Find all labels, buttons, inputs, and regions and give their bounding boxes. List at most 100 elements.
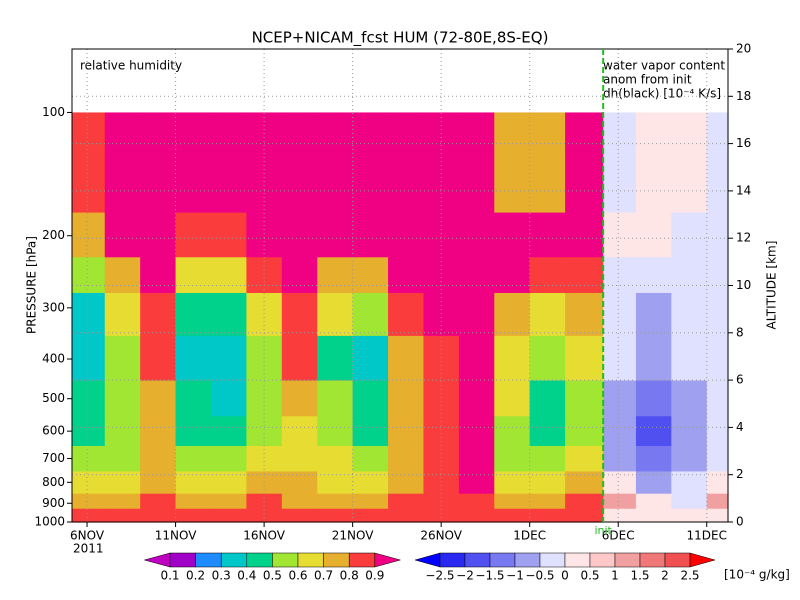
cell: [210, 292, 248, 336]
colorbar-unit: [10⁻⁴ g/kg]: [724, 568, 790, 582]
cell: [529, 508, 566, 523]
cell: [423, 256, 460, 293]
cell: [246, 508, 283, 523]
colorbar-arrow: [143, 552, 171, 568]
cell: [175, 292, 212, 336]
cell: [671, 508, 708, 523]
colorbar-label: −1: [506, 569, 524, 583]
colorbar-box: [439, 552, 466, 568]
y-tick-label: 100: [42, 105, 65, 119]
cell: [494, 493, 531, 509]
cell: [423, 211, 460, 258]
cell: [72, 292, 106, 336]
cell: [671, 211, 708, 258]
cell: [494, 256, 531, 293]
cell: [104, 211, 141, 258]
x-tick-label: 21NOV: [332, 529, 374, 543]
cell: [281, 256, 318, 293]
cell: [635, 292, 672, 336]
colorbar-box: [589, 552, 616, 568]
cell: [635, 379, 672, 417]
cell: [352, 292, 389, 336]
colorbar-arrow: [414, 552, 441, 568]
cell: [458, 379, 495, 417]
cell: [388, 508, 425, 523]
cell: [423, 508, 460, 523]
colorbar-label: −1.5: [475, 569, 504, 583]
colorbar-box: [514, 552, 541, 568]
cell: [72, 415, 106, 446]
cell: [494, 112, 531, 213]
cell: [635, 335, 672, 381]
cell: [104, 445, 141, 472]
cell: [423, 470, 460, 494]
cell: [565, 493, 604, 509]
cell: [494, 470, 531, 494]
cell: [458, 470, 495, 494]
cell: [529, 445, 566, 472]
plot-frame: [71, 48, 729, 523]
cell: [175, 211, 212, 258]
x-tick-label: 6NOV: [70, 529, 105, 543]
cell: [565, 335, 604, 381]
x-tick-label: 6DEC: [602, 529, 635, 543]
cell: [72, 211, 106, 258]
cell: [210, 379, 248, 417]
cell: [246, 493, 283, 509]
colorbar-label: 0.7: [314, 569, 333, 583]
colorbar-label: 0.6: [288, 569, 307, 583]
cell: [494, 508, 531, 523]
cell: [603, 445, 637, 472]
cell: [671, 256, 708, 293]
cell: [565, 445, 604, 472]
cell: [210, 470, 248, 494]
cell: [565, 256, 604, 293]
cell: [352, 415, 389, 446]
cell: [423, 379, 460, 417]
cell: [706, 335, 729, 381]
colorbar-box: [323, 552, 350, 568]
cell: [210, 256, 248, 293]
cell: [529, 112, 566, 213]
colorbar-box: [614, 552, 641, 568]
cell: [281, 211, 318, 258]
cell: [246, 470, 283, 494]
cell: [671, 379, 708, 417]
y-tick-label: 1000: [34, 515, 65, 529]
cell: [175, 508, 212, 523]
cell: [104, 470, 141, 494]
cell: [175, 256, 212, 293]
cell: [494, 445, 531, 472]
colorbar-label: 0.2: [186, 569, 205, 583]
cell: [635, 415, 672, 446]
cell: [706, 470, 729, 494]
cell: [565, 379, 604, 417]
cell: [671, 445, 708, 472]
cell: [175, 445, 212, 472]
cell: [104, 335, 141, 381]
cell: [635, 112, 672, 213]
panel-label: anom from init: [603, 73, 692, 87]
cell: [635, 470, 672, 494]
cell: [388, 493, 425, 509]
cell: [706, 379, 729, 417]
colorbar-box: [297, 552, 324, 568]
cell: [352, 470, 389, 494]
panel-label: water vapor content: [603, 59, 725, 73]
cell: [72, 112, 106, 213]
cell: [458, 211, 495, 258]
cell: [352, 335, 389, 381]
colorbar-arrow: [374, 552, 402, 568]
y2-tick-label: 8: [736, 325, 744, 339]
y2-tick-label: 2: [736, 467, 744, 481]
cell: [603, 508, 637, 523]
colorbar-box: [564, 552, 591, 568]
cell: [388, 256, 425, 293]
cell: [388, 112, 425, 213]
cell: [635, 256, 672, 293]
cell: [706, 445, 729, 472]
cell: [72, 470, 106, 494]
cell: [104, 112, 141, 213]
cell: [104, 379, 141, 417]
cell: [529, 415, 566, 446]
